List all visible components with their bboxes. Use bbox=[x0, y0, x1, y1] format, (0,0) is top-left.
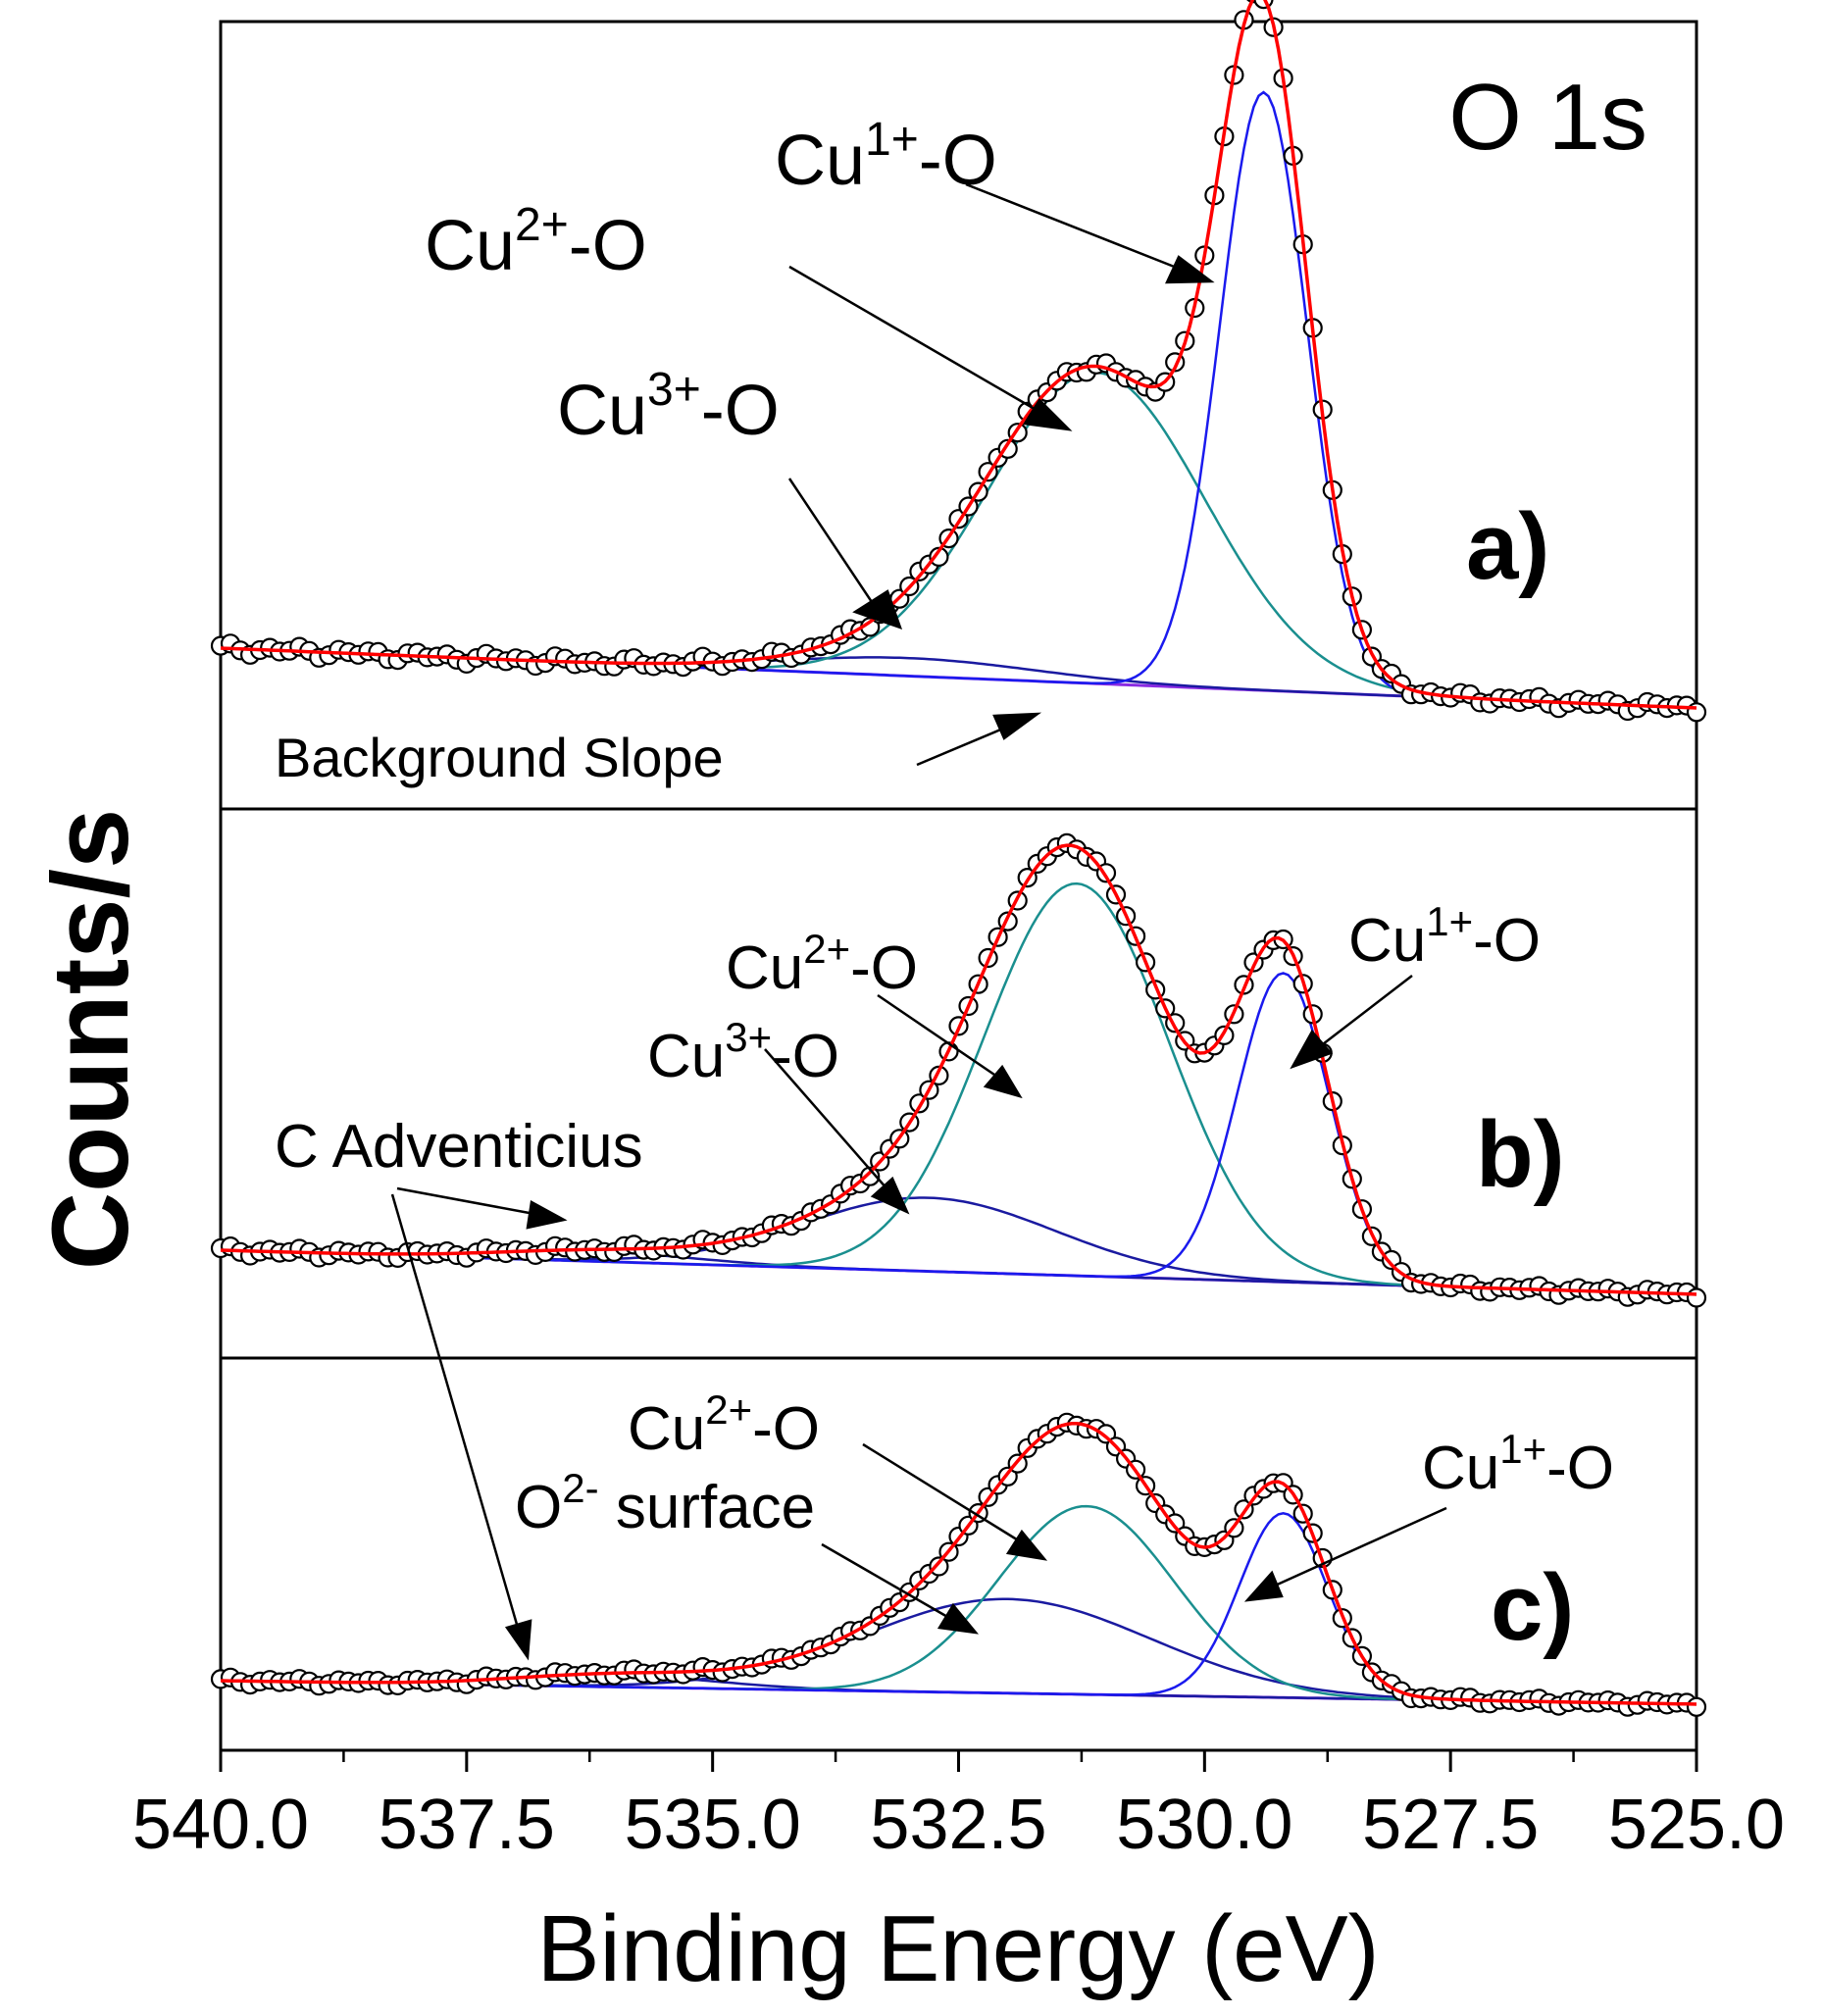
arrow-b-cu1 bbox=[1318, 975, 1413, 1048]
annotation-arrows bbox=[390, 182, 1447, 1661]
panel-b-data-point bbox=[860, 1166, 881, 1186]
panel-c-o2-label: O2- surface bbox=[515, 1465, 815, 1541]
panel-b-cu2-label: Cu2+-O bbox=[726, 926, 918, 1002]
panel-a-plot bbox=[210, 0, 1707, 723]
y-axis-title: Counts/s bbox=[30, 809, 151, 1271]
x-tick-label: 525.0 bbox=[1608, 1786, 1785, 1864]
arrowhead-b-cu3 bbox=[870, 1176, 910, 1215]
x-axis-title: Binding Energy (eV) bbox=[536, 1896, 1379, 2001]
x-tick-label: 532.5 bbox=[870, 1786, 1046, 1864]
arrow-c-o2 bbox=[821, 1542, 950, 1620]
arrow-cadv-2 bbox=[390, 1193, 520, 1629]
panel-a-background-label: Background Slope bbox=[275, 727, 724, 788]
arrow-b-cu3 bbox=[764, 1048, 888, 1190]
panel-c-cu2-label: Cu2+-O bbox=[628, 1386, 820, 1463]
panel-c-cu1-label: Cu1+-O bbox=[1422, 1426, 1614, 1502]
panel-b-cu1-label: Cu1+-O bbox=[1348, 898, 1541, 975]
arrowhead-a-cu1 bbox=[1165, 255, 1215, 284]
panel-b-label: b) bbox=[1476, 1102, 1565, 1207]
arrowhead-c-cu1 bbox=[1243, 1570, 1284, 1602]
panel-c-plot bbox=[210, 1412, 1707, 1717]
panel-b-data-point bbox=[1686, 1287, 1707, 1308]
arrow-c-cu1 bbox=[1272, 1506, 1447, 1588]
panel-a-envelope bbox=[220, 0, 1697, 710]
arrowhead-c-o2 bbox=[937, 1602, 979, 1635]
panel-a-cu2-label: Cu2+-O bbox=[425, 199, 647, 285]
x-tick-label: 540.0 bbox=[132, 1786, 309, 1864]
arrow-b-cadv-1 bbox=[396, 1186, 535, 1216]
arrowhead-a-cu3 bbox=[852, 589, 903, 630]
arrow-a-cu3 bbox=[787, 478, 878, 609]
arrow-b-cu2 bbox=[877, 993, 1001, 1081]
arrow-a-bg bbox=[916, 724, 1011, 767]
panel-a-label: a) bbox=[1466, 494, 1549, 599]
element-label: O 1s bbox=[1448, 65, 1647, 170]
arrowhead-a-bg bbox=[992, 712, 1042, 740]
x-tick-label: 530.0 bbox=[1116, 1786, 1292, 1864]
x-tick-label: 527.5 bbox=[1362, 1786, 1539, 1864]
panel-c-data-point bbox=[1686, 1696, 1707, 1717]
panel-b-plot bbox=[210, 832, 1707, 1308]
arrowhead-a-cu2 bbox=[1022, 398, 1073, 431]
panel-b-cadv-label: C Adventicius bbox=[275, 1113, 643, 1181]
panel-a-cu3-label: Cu3+-O bbox=[557, 364, 780, 450]
panel-c-data-point bbox=[929, 1556, 949, 1577]
arrowhead-b-cu2 bbox=[983, 1064, 1023, 1099]
panel-c-envelope bbox=[220, 1422, 1697, 1706]
panel-a-cu1-label: Cu1+-O bbox=[775, 114, 997, 200]
x-tick-label: 535.0 bbox=[625, 1786, 801, 1864]
arrowhead-c-cu2 bbox=[1005, 1529, 1048, 1561]
panel-b-frame bbox=[219, 807, 1698, 1360]
arrowhead-b-cadv-1 bbox=[526, 1200, 568, 1230]
arrow-c-cu2 bbox=[862, 1442, 1021, 1543]
x-tick-label: 537.5 bbox=[379, 1786, 555, 1864]
arrowhead-cadv-2 bbox=[504, 1619, 532, 1661]
arrow-a-cu1 bbox=[965, 182, 1183, 272]
panel-b-cu3-label: Cu3+-O bbox=[647, 1014, 839, 1090]
arrow-a-cu2 bbox=[788, 265, 1040, 414]
panel-c-label: c) bbox=[1491, 1555, 1574, 1660]
panel-b-envelope bbox=[220, 843, 1697, 1296]
arrowhead-b-cu1 bbox=[1290, 1029, 1334, 1070]
